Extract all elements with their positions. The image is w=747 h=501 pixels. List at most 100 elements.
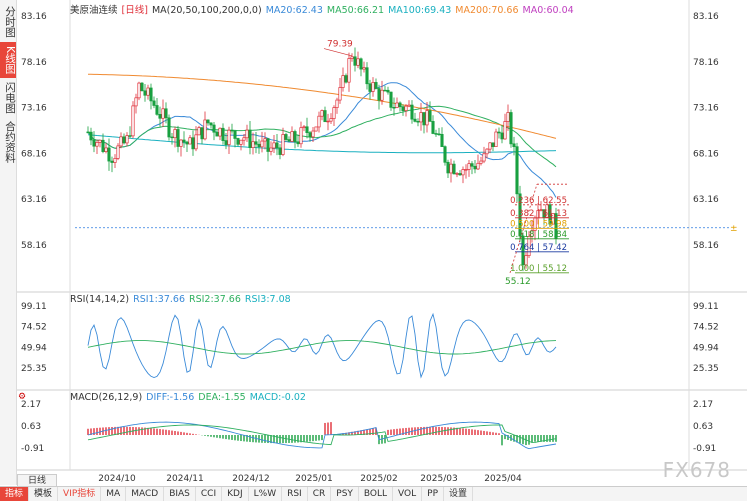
- settings-icon[interactable]: ⚙: [18, 392, 27, 402]
- candle-body: [281, 134, 285, 155]
- macd-tick-right: -0.91: [693, 444, 716, 454]
- candle-body: [452, 163, 456, 175]
- candle-body: [191, 137, 195, 150]
- price-tick-left: 63.16: [21, 195, 47, 205]
- ma0-value: MA0:60.04: [522, 5, 574, 16]
- candle-body: [482, 153, 486, 162]
- candle-body: [326, 120, 330, 123]
- macd-tick-left: -0.91: [21, 444, 44, 454]
- candle-body: [263, 138, 267, 142]
- candle-body: [125, 135, 129, 144]
- candle-body: [266, 138, 270, 152]
- candle-body: [134, 97, 138, 107]
- candle-body: [401, 106, 405, 111]
- ma200-line: [88, 73, 557, 139]
- candle-body: [131, 105, 135, 137]
- candle-body: [305, 126, 309, 133]
- candle-body: [380, 89, 384, 101]
- date-axis-label: 2024/10: [98, 474, 136, 484]
- candle-body: [143, 90, 147, 96]
- candle-body: [554, 213, 558, 239]
- ma100-value: MA100:69.43: [388, 5, 452, 16]
- candle-body: [116, 145, 120, 159]
- candle-body: [464, 169, 468, 171]
- candle-body: [158, 114, 162, 119]
- candle-body: [356, 58, 360, 66]
- price-tick-right: 68.16: [693, 149, 719, 159]
- ma200-value: MA200:70.66: [455, 5, 519, 16]
- candle-body: [395, 102, 399, 108]
- chart-area[interactable]: ± 0.236 | 62.55 0.382 | 61.13 0.500 | 59.9…: [17, 0, 747, 485]
- macd-tick-left: 0.63: [21, 422, 41, 432]
- toolbar-tab-kdj[interactable]: KDJ: [222, 487, 249, 501]
- candle-body: [257, 143, 261, 148]
- toolbar-tab-rsi[interactable]: RSI: [282, 487, 308, 501]
- candle-body: [323, 110, 327, 123]
- toolbar-tab-pp[interactable]: PP: [422, 487, 445, 501]
- kline-chart-svg[interactable]: ± 0.236 | 62.55 0.382 | 61.130.500 | 59.9…: [17, 0, 747, 485]
- candle-body: [362, 67, 366, 70]
- candle-body: [341, 75, 345, 88]
- toolbar-tab-ma[interactable]: MA: [101, 487, 127, 501]
- candle-body: [152, 100, 156, 106]
- candle-body: [548, 204, 552, 225]
- candle-body: [368, 83, 372, 92]
- candle-body: [236, 138, 240, 145]
- tab-flash-chart[interactable]: 闪电图: [4, 82, 16, 114]
- candle-body: [500, 132, 504, 140]
- price-tick-left: 78.16: [21, 58, 47, 68]
- candle-body: [287, 139, 291, 142]
- watermark-logo: FX678: [662, 458, 731, 482]
- toolbar-tab-vip-[interactable]: VIP指标: [58, 487, 102, 501]
- price-tick-right: 63.16: [693, 195, 719, 205]
- fib-level-label: 1.000 | 55.12: [510, 264, 567, 274]
- candle-body: [269, 147, 273, 152]
- toolbar-tab-bias[interactable]: BIAS: [164, 487, 196, 501]
- macd-legend: MACD(26,12,9) DIFF:-1.56 DEA:-1.55 MACD:-0.…: [70, 392, 310, 403]
- diff-value: DIFF:-1.56: [146, 392, 195, 403]
- date-axis-label: 2025/04: [484, 474, 522, 484]
- dea-value: DEA:-1.55: [198, 392, 246, 403]
- candle-body: [260, 140, 264, 148]
- toolbar-tab-cci[interactable]: CCI: [196, 487, 223, 501]
- tab-contract-info[interactable]: 合约资料: [4, 121, 16, 163]
- candle-body: [455, 173, 459, 175]
- toolbar-tab-macd[interactable]: MACD: [126, 487, 165, 501]
- candle-body: [314, 126, 318, 132]
- candle-body: [542, 209, 546, 218]
- candle-body: [509, 112, 513, 145]
- candle-body: [440, 134, 444, 147]
- candle-body: [182, 139, 186, 143]
- candle-body: [461, 169, 465, 176]
- candle-body: [515, 146, 519, 195]
- candle-body: [170, 136, 174, 139]
- toolbar-tab-vol[interactable]: VOL: [393, 487, 423, 501]
- candle-body: [353, 56, 357, 66]
- candle-body: [470, 163, 474, 167]
- price-legend: 美原油连续 [日线] MA(20,50,100,200,0,0) MA20:62.43…: [70, 2, 578, 16]
- candle-body: [338, 87, 342, 101]
- price-tick-left: 58.16: [21, 241, 47, 251]
- rsi-tick-left: 74.52: [21, 323, 47, 333]
- macd-value: MACD:-0.02: [249, 392, 306, 403]
- tab-timeshare[interactable]: 分时图: [4, 6, 16, 38]
- date-axis-label: 2025/02: [360, 474, 397, 484]
- date-axis-label: 2024/12: [232, 474, 269, 484]
- toolbar-tab-cr[interactable]: CR: [308, 487, 332, 501]
- candle-body: [413, 118, 417, 122]
- rsi-name: RSI(14,14,2): [70, 294, 130, 305]
- toolbar-tab--[interactable]: 指标: [0, 487, 30, 501]
- toolbar-tab-l-w[interactable]: L%W: [249, 487, 283, 501]
- period-label[interactable]: [日线]: [121, 5, 148, 16]
- toolbar-tab-boll[interactable]: BOLL: [359, 487, 394, 501]
- toolbar-tab-psy[interactable]: PSY: [331, 487, 359, 501]
- toolbar-tab--[interactable]: 设置: [444, 487, 474, 501]
- candle-body: [383, 89, 387, 92]
- ma20-value: MA20:62.43: [265, 5, 323, 16]
- candle-body: [485, 148, 489, 155]
- candle-body: [308, 132, 312, 138]
- tab-kline[interactable]: K线图: [0, 42, 16, 78]
- rsi-tick-right: 49.94: [693, 343, 719, 353]
- candle-body: [344, 75, 348, 83]
- toolbar-tab--[interactable]: 模板: [29, 487, 59, 501]
